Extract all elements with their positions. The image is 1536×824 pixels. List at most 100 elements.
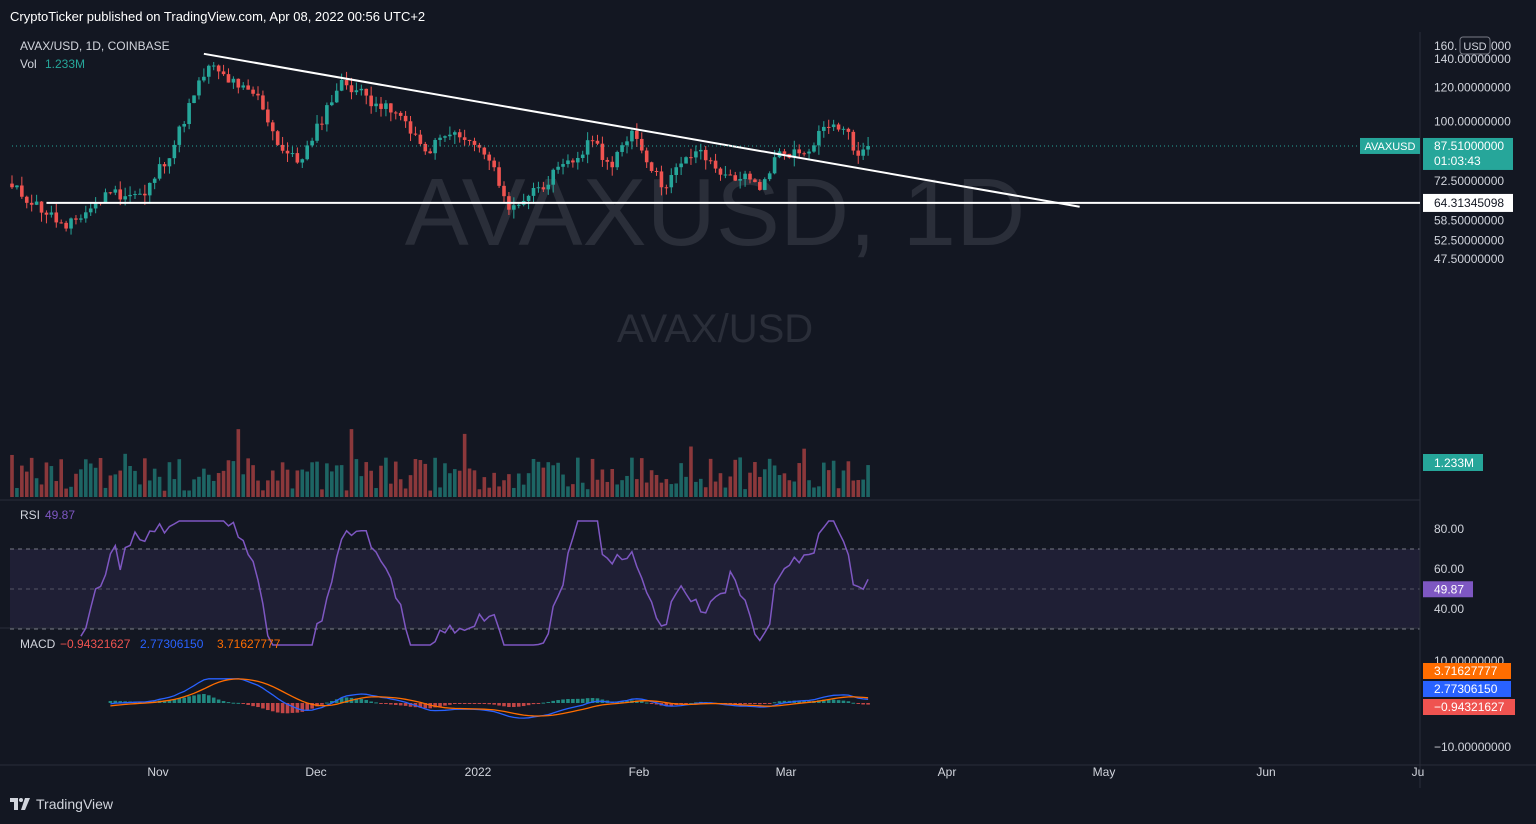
candle[interactable] (103, 188, 108, 204)
candle[interactable] (635, 123, 639, 147)
candle[interactable] (182, 121, 186, 133)
candle[interactable] (438, 134, 442, 147)
candle[interactable] (639, 132, 644, 154)
candle[interactable] (585, 132, 590, 164)
descending-trendline[interactable] (203, 52, 1080, 208)
candle[interactable] (512, 197, 516, 219)
candle[interactable] (246, 79, 250, 90)
candle[interactable] (334, 83, 339, 103)
candle[interactable] (93, 197, 98, 214)
candle[interactable] (236, 78, 241, 94)
candle[interactable] (694, 145, 698, 164)
candle[interactable] (531, 182, 536, 204)
candle[interactable] (84, 205, 88, 223)
candle[interactable] (605, 157, 610, 170)
candle[interactable] (128, 186, 132, 204)
candle[interactable] (767, 171, 772, 182)
candle[interactable] (24, 195, 29, 209)
candle[interactable] (826, 119, 831, 134)
candle[interactable] (649, 161, 654, 173)
candle[interactable] (69, 217, 73, 235)
candle[interactable] (713, 153, 718, 173)
candle[interactable] (571, 158, 575, 168)
current-price-tag[interactable] (1423, 137, 1513, 170)
candle[interactable] (580, 150, 585, 162)
candle[interactable] (418, 129, 423, 146)
candle[interactable] (812, 142, 816, 153)
candle[interactable] (231, 76, 236, 89)
candle[interactable] (625, 136, 629, 154)
candle[interactable] (315, 115, 319, 143)
candle[interactable] (118, 181, 123, 206)
candle[interactable] (379, 96, 383, 117)
candle[interactable] (172, 140, 177, 165)
candle[interactable] (325, 102, 329, 132)
candle[interactable] (576, 151, 580, 170)
candle[interactable] (349, 77, 354, 100)
candle[interactable] (108, 191, 113, 195)
candle[interactable] (644, 147, 649, 168)
candle[interactable] (275, 130, 280, 146)
tradingview-logo[interactable]: TradingView (10, 796, 113, 812)
candle[interactable] (221, 64, 226, 76)
candle[interactable] (748, 171, 752, 184)
candle[interactable] (433, 137, 437, 160)
candle[interactable] (330, 94, 334, 107)
candle[interactable] (15, 185, 19, 190)
candle[interactable] (654, 167, 659, 176)
candle[interactable] (74, 215, 78, 225)
candle[interactable] (398, 111, 403, 121)
candle[interactable] (443, 135, 447, 142)
candle[interactable] (487, 151, 492, 171)
candle[interactable] (162, 162, 167, 174)
candle[interactable] (339, 73, 344, 92)
candle[interactable] (143, 184, 147, 205)
candle[interactable] (10, 175, 14, 190)
candle[interactable] (689, 148, 693, 165)
candle[interactable] (113, 185, 118, 196)
candle[interactable] (733, 171, 738, 182)
candle[interactable] (762, 177, 767, 191)
candle[interactable] (152, 177, 157, 190)
candle[interactable] (354, 82, 359, 96)
candle[interactable] (822, 121, 826, 138)
candle[interactable] (408, 115, 413, 142)
candle[interactable] (561, 158, 565, 175)
candle[interactable] (211, 62, 216, 71)
candle[interactable] (861, 142, 865, 160)
candle[interactable] (79, 214, 83, 223)
candle[interactable] (413, 126, 418, 137)
candle[interactable] (492, 157, 496, 172)
currency-badge[interactable] (1459, 36, 1491, 55)
candle[interactable] (192, 95, 196, 104)
candle[interactable] (393, 110, 398, 120)
candle[interactable] (758, 179, 762, 191)
candle[interactable] (556, 161, 560, 174)
candle[interactable] (536, 181, 541, 193)
candle[interactable] (669, 168, 674, 194)
candle[interactable] (157, 157, 162, 181)
candle[interactable] (64, 220, 68, 232)
candle[interactable] (846, 127, 851, 140)
candle[interactable] (39, 201, 44, 222)
candle[interactable] (718, 167, 723, 181)
rsi-line[interactable] (80, 520, 869, 646)
candle[interactable] (615, 150, 619, 171)
candle[interactable] (807, 148, 811, 161)
support-price-tag[interactable] (1423, 193, 1513, 212)
drawn-lines[interactable] (12, 52, 1420, 208)
candle[interactable] (802, 151, 806, 157)
candle[interactable] (659, 165, 664, 196)
candle[interactable] (202, 68, 206, 83)
candle[interactable] (344, 71, 349, 90)
candle[interactable] (423, 141, 428, 155)
candle[interactable] (384, 100, 388, 117)
candle[interactable] (453, 130, 457, 144)
candle[interactable] (403, 111, 408, 128)
candle[interactable] (216, 64, 221, 80)
candle[interactable] (516, 203, 521, 209)
candle[interactable] (88, 202, 93, 216)
candle[interactable] (679, 156, 683, 176)
candle[interactable] (29, 194, 34, 212)
candle[interactable] (320, 116, 324, 131)
